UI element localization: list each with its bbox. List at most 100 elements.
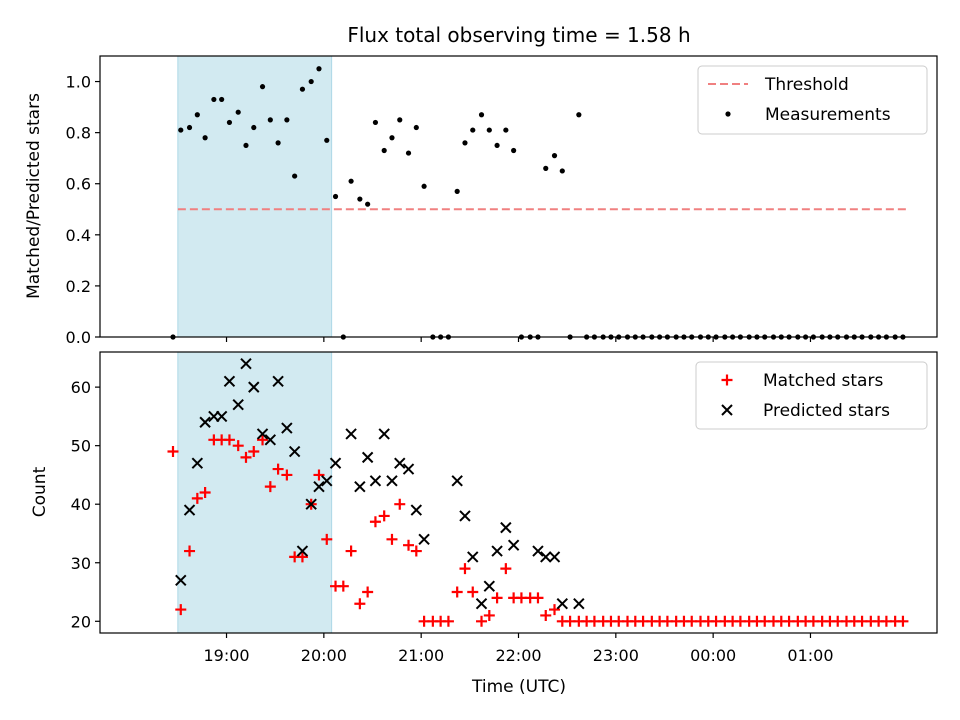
predicted-star-point: [215, 410, 228, 423]
matched-legend-swatch: [721, 374, 733, 386]
x-tick-label: 19:00: [203, 646, 249, 665]
predicted-star-point: [451, 475, 463, 487]
matched-star-point: [257, 434, 269, 446]
predicted-star-point: [556, 598, 569, 610]
matched-star-point: [184, 545, 196, 557]
measurement-point: [470, 127, 476, 133]
matched-star-point: [354, 598, 366, 610]
top-plot-area: 0.0 0.2 0.4 0.6 0.8 1.0 Threshold Measurements: [66, 55, 938, 347]
measurement-point: [178, 127, 184, 133]
matched-star-point: [167, 446, 179, 458]
measurements-legend-label: Measurements: [765, 105, 891, 125]
bottom-y-tick-label: 30: [71, 554, 91, 573]
matched-star-point: [532, 592, 544, 604]
measurement-point: [397, 117, 403, 123]
top-y-tick-label: 0.8: [66, 124, 91, 143]
top-chart-title: Flux total observing time = 1.58 h: [347, 23, 690, 47]
measurement-point: [211, 96, 217, 103]
matched-star-point: [459, 563, 471, 575]
matched-star-point: [337, 580, 349, 592]
matched-star-point: [313, 469, 325, 481]
measurements-legend-swatch: [725, 111, 731, 117]
measurement-point: [421, 183, 427, 189]
predicted-star-point: [321, 475, 333, 487]
measurement-point: [348, 178, 354, 184]
measurement-point: [202, 135, 208, 141]
predicted-star-point: [418, 533, 430, 546]
top-y-tick-label: 1.0: [66, 73, 91, 92]
matched-star-point: [199, 487, 211, 498]
bottom-legend: Matched stars Predicted stars: [695, 361, 928, 430]
matched-star-point: [491, 592, 503, 604]
matched-star-point: [321, 533, 333, 545]
predicted-legend-swatch: [721, 404, 733, 416]
x-tick-label: 01:00: [787, 646, 833, 665]
predicted-star-point: [459, 510, 471, 522]
measurement-point: [511, 147, 517, 154]
matched-star-point: [549, 604, 561, 616]
x-tick-label: 23:00: [593, 646, 639, 665]
matched-star-point: [403, 539, 415, 551]
measurement-point: [275, 140, 281, 146]
matched-star-point: [540, 609, 552, 621]
matched-star-point: [500, 563, 512, 575]
bottom-plot-area: 20 30 40 50 60 19:00 20:00 21:00 22:00 23:00 00:00…: [71, 351, 938, 665]
measurement-point: [454, 188, 460, 194]
x-tick-label: 22:00: [495, 646, 541, 665]
bottom-y-tick-label: 50: [71, 437, 91, 456]
measurement-point: [503, 127, 509, 133]
predicted-star-point: [500, 521, 512, 534]
measurement-point: [543, 165, 549, 171]
top-legend-box: [697, 65, 928, 135]
measurement-point: [576, 112, 582, 118]
matched-star-point: [223, 434, 235, 446]
matched-star-point: [451, 586, 463, 598]
bottom-y-tick-label: 60: [71, 378, 91, 397]
bottom-y-tick-label: 40: [71, 495, 91, 514]
matched-star-point: [442, 615, 454, 627]
measurement-point: [186, 124, 193, 131]
predicted-star-point: [296, 545, 309, 557]
predicted-star-point: [232, 398, 244, 411]
measurement-point: [332, 193, 339, 200]
measurement-point: [413, 124, 419, 131]
predicted-star-point: [313, 480, 325, 493]
predicted-star-point: [467, 551, 479, 563]
matched-star-point: [897, 615, 909, 627]
measurement-point: [267, 117, 273, 123]
matched-star-point: [240, 451, 252, 463]
matched-star-point: [345, 545, 357, 557]
measurement-point: [405, 150, 412, 156]
measurement-point: [308, 78, 314, 85]
predicted-star-point: [199, 416, 211, 428]
measurement-point: [389, 135, 395, 141]
measurement-point: [324, 137, 330, 143]
bottom-legend-box: [695, 361, 928, 430]
predicted-star-point: [183, 504, 196, 516]
predicted-star-point: [483, 580, 496, 592]
matched-star-point: [378, 510, 390, 522]
measurement-point: [226, 119, 233, 126]
x-tick-label: 00:00: [690, 646, 736, 665]
matched-star-point: [232, 440, 244, 452]
matched-star-point: [264, 481, 276, 493]
predicted-star-point: [369, 475, 382, 487]
x-tick-label: 20:00: [301, 646, 347, 665]
bottom-y-axis-label: Count: [30, 466, 50, 517]
predicted-star-point: [288, 445, 301, 458]
measurement-point: [357, 196, 363, 202]
measurement-point: [551, 153, 558, 159]
measurement-point: [194, 112, 200, 118]
predicted-star-point: [223, 375, 236, 387]
measurement-point: [372, 119, 379, 126]
bottom-y-tick-label: 20: [71, 612, 91, 631]
measurement-point: [478, 112, 485, 118]
matched-star-point: [476, 615, 488, 627]
matched-star-point: [296, 551, 308, 563]
predicted-star-point: [573, 598, 585, 610]
predicted-star-point: [394, 457, 406, 469]
measurement-point: [462, 140, 468, 146]
matched-star-point: [272, 463, 284, 475]
predicted-star-point: [475, 598, 488, 610]
matched-star-point: [248, 446, 260, 458]
